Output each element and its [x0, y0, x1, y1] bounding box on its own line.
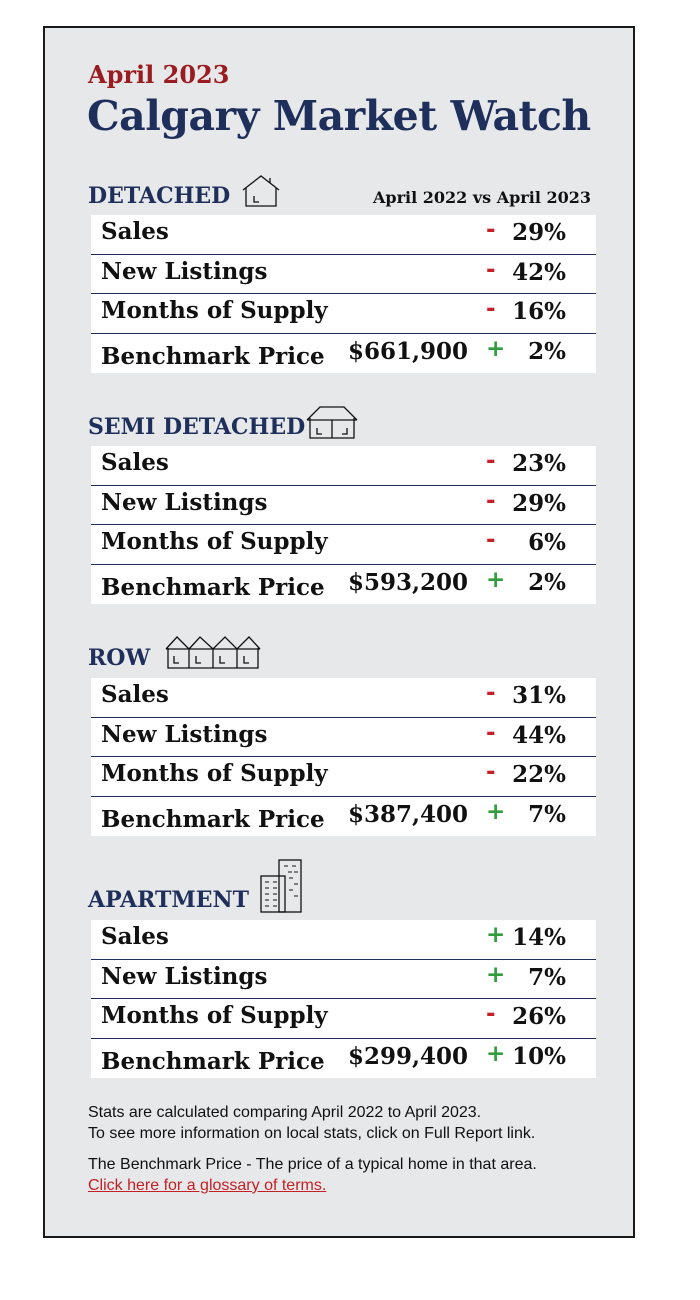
change-sign: -	[486, 527, 496, 553]
market-watch-card: April 2023 Calgary Market Watch April 20…	[43, 26, 635, 1238]
change-sign: -	[486, 448, 496, 474]
row-label: Benchmark Price	[101, 573, 325, 601]
change-percent: 29%	[512, 219, 566, 246]
footnotes: Stats are calculated comparing April 202…	[88, 1102, 618, 1196]
table-row: Benchmark Price $593,200 + 2%	[91, 565, 596, 605]
change-sign: -	[486, 217, 496, 243]
change-percent: 42%	[512, 258, 566, 286]
table-row: New Listings - 44%	[91, 718, 596, 757]
section-heading: SEMI DETACHED	[88, 414, 306, 440]
change-percent: 26%	[512, 1003, 566, 1030]
table-row: Benchmark Price $387,400 + 7%	[91, 797, 596, 837]
change-percent: 6%	[528, 529, 566, 556]
table-row: New Listings - 42%	[91, 255, 596, 294]
table-row: Sales - 29%	[91, 215, 596, 255]
change-sign: -	[486, 256, 496, 283]
row-label: Sales	[101, 923, 169, 950]
apartment-table: Sales + 14% New Listings + 7% Months of …	[91, 920, 596, 1078]
change-sign: +	[486, 961, 506, 988]
row-label: Months of Supply	[101, 1002, 328, 1029]
table-row: Benchmark Price $661,900 + 2%	[91, 334, 596, 374]
benchmark-price: $593,200	[347, 568, 468, 596]
change-sign: +	[486, 1040, 506, 1067]
change-sign: -	[486, 719, 496, 746]
table-row: Months of Supply - 6%	[91, 525, 596, 565]
change-percent: 23%	[512, 450, 566, 477]
change-sign: -	[486, 680, 496, 706]
table-row: Benchmark Price $299,400 + 10%	[91, 1039, 596, 1079]
row-label: Sales	[101, 218, 169, 245]
row-label: Months of Supply	[101, 297, 328, 324]
change-sign: +	[486, 798, 506, 825]
change-sign: -	[486, 759, 496, 785]
row-label: Sales	[101, 681, 169, 708]
change-percent: 22%	[512, 761, 566, 788]
change-percent: 2%	[528, 568, 566, 596]
semi-detached-icon	[306, 406, 358, 439]
row-label: Benchmark Price	[101, 342, 325, 370]
row-label: Months of Supply	[101, 760, 328, 787]
table-row: Months of Supply - 26%	[91, 999, 596, 1039]
change-percent: 29%	[512, 489, 566, 517]
report-title: Calgary Market Watch	[87, 92, 591, 140]
table-row: Sales - 23%	[91, 446, 596, 486]
change-sign: -	[486, 296, 496, 322]
table-row: Sales + 14%	[91, 920, 596, 960]
house-icon	[242, 175, 280, 207]
row-label: Benchmark Price	[101, 1047, 325, 1075]
change-sign: -	[486, 487, 496, 514]
row-label: Months of Supply	[101, 528, 328, 555]
note-full-report: To see more information on local stats, …	[88, 1125, 536, 1142]
change-sign: +	[486, 566, 506, 593]
table-row: New Listings - 29%	[91, 486, 596, 525]
table-row: Months of Supply - 16%	[91, 294, 596, 334]
change-percent: 2%	[528, 337, 566, 365]
change-percent: 14%	[512, 924, 566, 951]
benchmark-price: $299,400	[347, 1042, 468, 1070]
semi-detached-table: Sales - 23% New Listings - 29% Months of…	[91, 446, 596, 604]
table-row: Sales - 31%	[91, 678, 596, 718]
change-sign: -	[486, 1001, 496, 1027]
row-label: New Listings	[101, 488, 268, 516]
glossary-link[interactable]: Click here for a glossary of terms.	[88, 1177, 327, 1194]
change-percent: 31%	[512, 682, 566, 709]
row-label: New Listings	[101, 720, 268, 748]
row-label: Sales	[101, 449, 169, 476]
table-row: Months of Supply - 22%	[91, 757, 596, 797]
note-comparison: Stats are calculated comparing April 202…	[88, 1104, 482, 1121]
change-sign: +	[486, 922, 506, 948]
apartment-building-icon	[260, 859, 302, 913]
report-month: April 2023	[88, 60, 230, 89]
change-percent: 16%	[512, 298, 566, 325]
change-sign: +	[486, 335, 506, 362]
row-table: Sales - 31% New Listings - 44% Months of…	[91, 678, 596, 836]
row-houses-icon	[165, 636, 261, 669]
change-percent: 7%	[528, 800, 566, 828]
change-percent: 7%	[528, 963, 566, 991]
benchmark-price: $661,900	[347, 337, 468, 365]
row-label: New Listings	[101, 962, 268, 990]
section-heading: ROW	[88, 645, 151, 671]
note-benchmark: The Benchmark Price - The price of a typ…	[88, 1156, 537, 1173]
benchmark-price: $387,400	[347, 800, 468, 828]
comparison-period: April 2022 vs April 2023	[372, 188, 591, 207]
row-label: Benchmark Price	[101, 805, 325, 833]
detached-table: Sales - 29% New Listings - 42% Months of…	[91, 215, 596, 373]
row-label: New Listings	[101, 257, 268, 285]
section-heading: DETACHED	[88, 183, 231, 209]
table-row: New Listings + 7%	[91, 960, 596, 999]
section-heading: APARTMENT	[88, 887, 249, 913]
change-percent: 10%	[512, 1042, 566, 1070]
change-percent: 44%	[512, 721, 566, 749]
